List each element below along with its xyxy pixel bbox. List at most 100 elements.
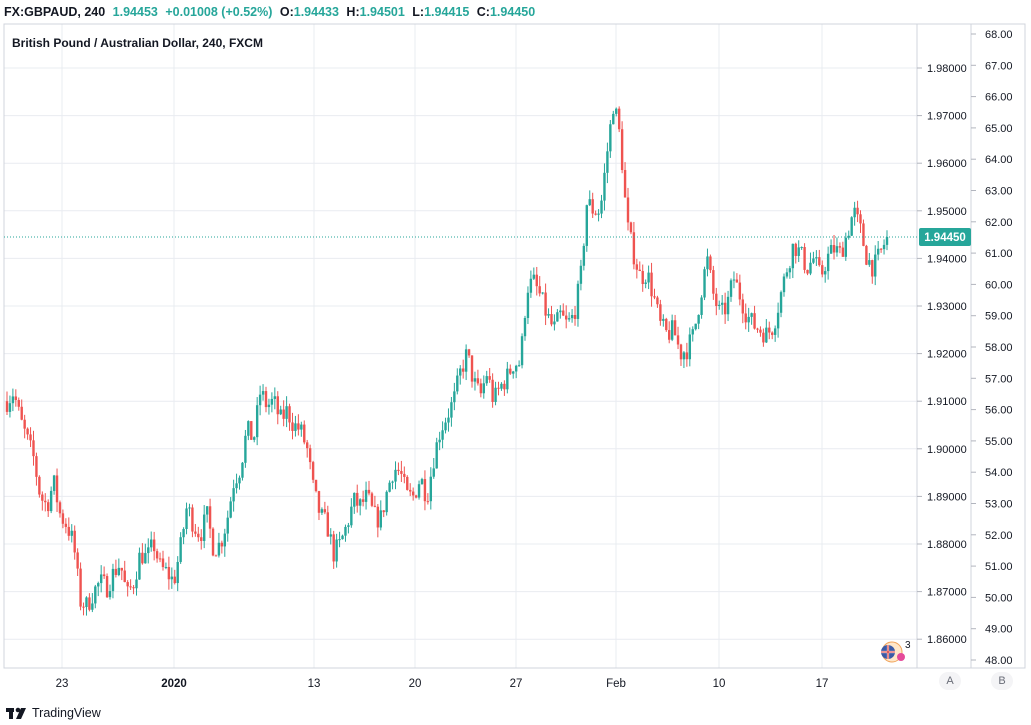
candle-body xyxy=(70,530,73,536)
y-tick-label: 1.92000 xyxy=(927,349,967,361)
candle-body xyxy=(768,327,771,333)
price-chart[interactable]: 1.98000 1.97000 1.96000 1.95000 1.94000 1.930… xyxy=(0,0,1031,700)
last-price-tag-label: 1.94450 xyxy=(924,232,966,244)
candle-body xyxy=(659,304,662,321)
candle-body xyxy=(167,566,171,580)
y2-tick-label: 64.00 xyxy=(985,154,1013,166)
candle-body xyxy=(735,279,739,283)
symbol-label[interactable]: FX:GBPAUD, 240 xyxy=(4,5,106,19)
candle-body xyxy=(732,279,736,281)
candle-body xyxy=(73,530,76,553)
y2-tick-label: 65.00 xyxy=(985,123,1013,135)
candle-body xyxy=(588,199,591,206)
candle-body xyxy=(647,272,650,283)
log-scale-button[interactable]: B xyxy=(991,672,1013,690)
candle-body xyxy=(603,172,606,201)
candle-body xyxy=(512,371,515,374)
candle-body xyxy=(132,587,135,589)
candle-body xyxy=(841,247,845,257)
close-value: 1.94450 xyxy=(489,5,536,19)
y2-tick-label: 67.00 xyxy=(985,60,1013,72)
candle-body xyxy=(809,262,812,274)
candle-body xyxy=(703,269,706,298)
candle-body xyxy=(79,568,82,607)
candle-body xyxy=(426,501,430,503)
candle-body xyxy=(300,424,303,430)
candle-body xyxy=(244,435,247,463)
candle-body xyxy=(615,108,618,114)
candle-body xyxy=(432,468,435,477)
candle-body xyxy=(882,244,886,250)
candle-body xyxy=(111,568,115,592)
candle-body xyxy=(868,260,871,265)
price-axis[interactable]: 1.98000 1.97000 1.96000 1.95000 1.94000 1.930… xyxy=(917,63,967,646)
candle-body xyxy=(129,586,132,588)
y2-tick-label: 66.00 xyxy=(985,92,1013,104)
candle-body xyxy=(170,576,174,580)
candle-body xyxy=(818,257,821,266)
candle-body xyxy=(105,576,109,598)
candle-body xyxy=(709,256,712,271)
candle-body xyxy=(715,293,718,306)
candle-body xyxy=(409,489,412,492)
candle-body xyxy=(117,567,121,575)
candle-body xyxy=(782,276,786,293)
y-tick-label: 1.98000 xyxy=(927,63,967,75)
candle-body xyxy=(756,328,759,330)
candle-body xyxy=(291,422,294,431)
candle-body xyxy=(491,379,494,402)
candle-body xyxy=(276,396,279,415)
candle-body xyxy=(270,398,274,405)
candle-body xyxy=(879,248,883,250)
candle-body xyxy=(641,270,644,284)
candle-body xyxy=(750,313,753,317)
candle-body xyxy=(865,245,868,265)
candle-body xyxy=(335,539,338,562)
candle-body xyxy=(158,558,162,560)
candle-body xyxy=(238,477,241,484)
candle-body xyxy=(500,383,503,389)
candle-body xyxy=(361,499,365,502)
candle-body xyxy=(382,510,385,513)
candle-body xyxy=(850,217,853,236)
candle-body xyxy=(776,312,780,329)
candle-body xyxy=(856,207,859,215)
candle-body xyxy=(582,245,586,266)
candle-body xyxy=(447,417,450,423)
candle-body xyxy=(479,383,483,394)
candle-body xyxy=(600,200,603,214)
y-tick-label: 1.87000 xyxy=(927,587,967,599)
candle-body xyxy=(638,269,641,271)
secondary-axis[interactable]: 68.00 67.00 66.00 65.00 64.00 63.00 62.00 61.00… xyxy=(971,29,1013,667)
candle-body xyxy=(759,329,762,333)
tradingview-logo[interactable]: TradingView xyxy=(6,705,101,721)
candle-body xyxy=(261,391,265,395)
auto-scale-button[interactable]: A xyxy=(939,672,961,690)
candle-body xyxy=(723,302,727,315)
candle-body xyxy=(188,507,191,509)
open-label: O: xyxy=(279,5,294,19)
candle-body xyxy=(441,430,444,440)
y2-tick-label: 49.00 xyxy=(985,624,1013,636)
candle-body xyxy=(326,512,330,537)
y2-tick-label: 51.00 xyxy=(985,561,1013,573)
candle-body xyxy=(391,481,394,483)
candle-body xyxy=(526,292,530,318)
candle-body xyxy=(49,490,53,512)
candle-body xyxy=(653,296,656,298)
y-tick-label: 1.86000 xyxy=(927,634,967,646)
candle-body xyxy=(55,475,59,503)
candle-body xyxy=(308,448,312,463)
candle-body xyxy=(538,286,541,294)
candle-body xyxy=(859,214,862,224)
candle-body xyxy=(785,272,789,277)
candle-body xyxy=(497,387,500,389)
candle-body xyxy=(397,469,400,472)
candle-body xyxy=(47,502,50,512)
flag-event-icon[interactable]: 3 xyxy=(881,640,911,663)
candle-body xyxy=(182,528,185,538)
candle-body xyxy=(453,391,456,403)
time-axis[interactable]: 23 2020 13 20 27 Feb 10 17 xyxy=(56,678,829,690)
candle-body xyxy=(694,323,697,330)
candle-body xyxy=(594,213,597,215)
